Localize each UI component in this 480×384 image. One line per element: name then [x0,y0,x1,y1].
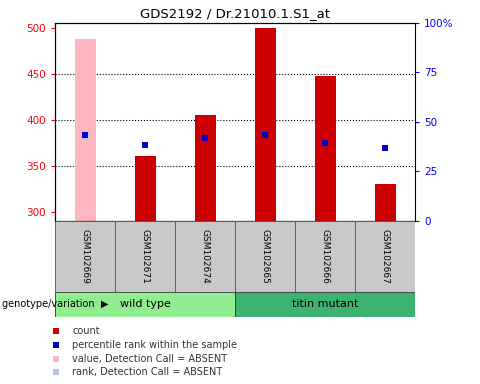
Bar [115,221,175,292]
Bar [195,115,216,221]
Text: GSM102669: GSM102669 [81,229,90,284]
Text: GSM102674: GSM102674 [201,229,210,284]
Bar [255,28,276,221]
Bar [235,292,415,317]
Text: genotype/variation  ▶: genotype/variation ▶ [2,299,109,310]
Text: rank, Detection Call = ABSENT: rank, Detection Call = ABSENT [72,367,222,377]
Bar [135,156,156,221]
Bar [315,76,336,221]
Text: GSM102666: GSM102666 [321,229,330,284]
Bar [75,39,96,221]
Bar [355,221,415,292]
Text: GSM102665: GSM102665 [261,229,270,284]
Text: titin mutant: titin mutant [292,299,359,310]
Bar [295,221,355,292]
Text: GSM102671: GSM102671 [141,229,150,284]
Bar [55,292,235,317]
Text: wild type: wild type [120,299,170,310]
Bar [375,184,396,221]
Text: GSM102667: GSM102667 [381,229,390,284]
Text: value, Detection Call = ABSENT: value, Detection Call = ABSENT [72,354,227,364]
Title: GDS2192 / Dr.21010.1.S1_at: GDS2192 / Dr.21010.1.S1_at [140,7,330,20]
Text: percentile rank within the sample: percentile rank within the sample [72,340,237,350]
Bar [55,221,115,292]
Bar [175,221,235,292]
Text: count: count [72,326,100,336]
Bar [235,221,295,292]
